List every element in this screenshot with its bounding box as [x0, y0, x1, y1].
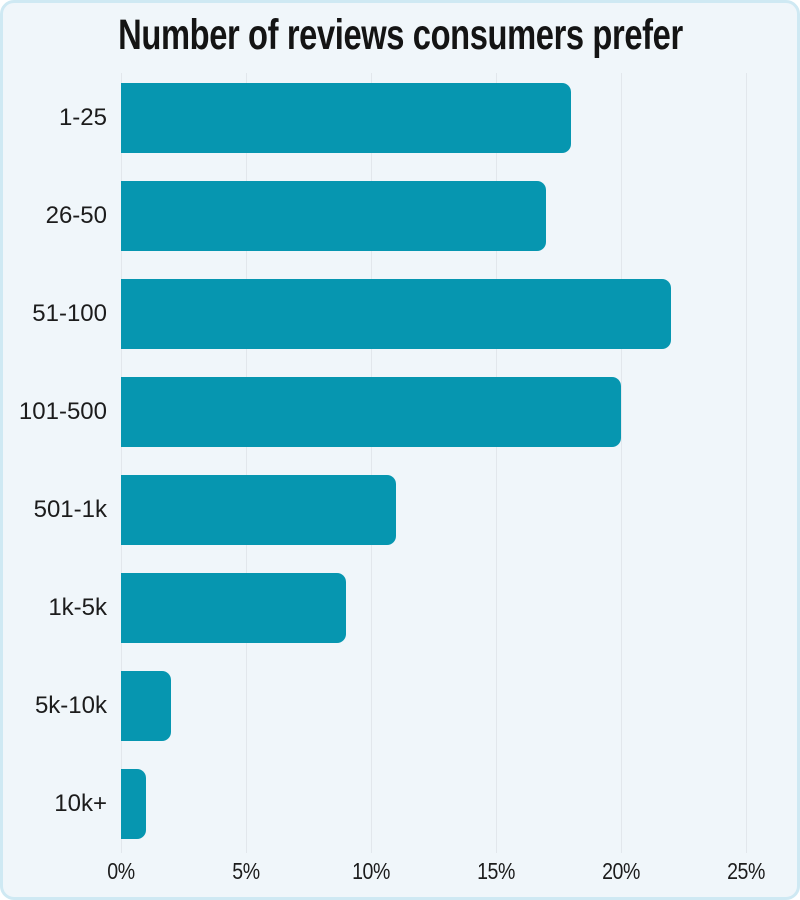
gridline: [496, 73, 497, 853]
x-tick-label: 5%: [232, 858, 260, 884]
gridline: [246, 73, 247, 853]
bar: [121, 671, 171, 741]
chart-title: Number of reviews consumers prefer: [117, 11, 683, 59]
bar: [121, 573, 346, 643]
bar-row: 1-25: [3, 69, 797, 167]
bar: [121, 83, 571, 153]
bar: [121, 279, 671, 349]
x-tick-label: 0%: [107, 858, 135, 884]
bar-row: 51-100: [3, 265, 797, 363]
x-tick-label: 15%: [477, 858, 515, 884]
gridline: [371, 73, 372, 853]
category-label: 5k-10k: [34, 692, 107, 719]
category-label: 10k+: [54, 790, 107, 817]
category-label: 1-25: [58, 104, 107, 131]
bar-row: 26-50: [3, 167, 797, 265]
bar-row: 1k-5k: [3, 559, 797, 657]
category-label: 1k-5k: [48, 594, 107, 621]
gridline: [121, 73, 122, 853]
bar: [121, 769, 146, 839]
x-tick-label: 25%: [727, 858, 765, 884]
category-label: 501-1k: [33, 496, 107, 523]
x-axis: 0% 5% 10% 15% 20% 25%: [3, 853, 797, 897]
x-tick-label: 20%: [602, 858, 640, 884]
bar-row: 501-1k: [3, 461, 797, 559]
gridline: [621, 73, 622, 853]
x-tick-label: 10%: [352, 858, 390, 884]
bar: [121, 377, 621, 447]
category-label: 101-500: [18, 398, 107, 425]
category-label: 51-100: [32, 300, 107, 327]
bar-row: 10k+: [3, 755, 797, 853]
plot-area: 1-25 26-50 51-100 101-500 501-1k 1k-5k 5k-10k 1…: [3, 69, 797, 853]
bar-row: 101-500: [3, 363, 797, 461]
bar: [121, 475, 396, 545]
bar: [121, 181, 546, 251]
category-label: 26-50: [45, 202, 107, 229]
gridline: [746, 73, 747, 853]
bar-row: 5k-10k: [3, 657, 797, 755]
